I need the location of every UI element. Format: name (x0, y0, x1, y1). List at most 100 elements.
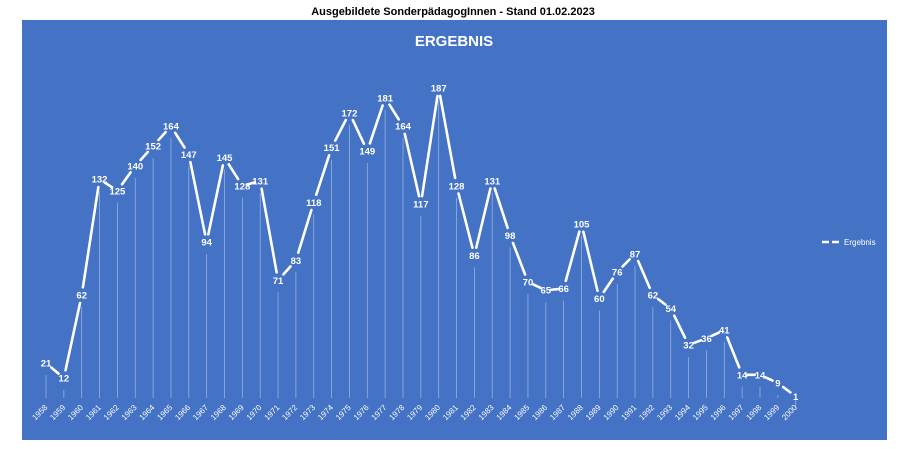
data-label: 86 (469, 251, 480, 262)
data-label: 66 (558, 284, 569, 295)
data-label: 181 (377, 93, 394, 104)
series-line-segment (368, 104, 384, 145)
series-line-segment (260, 187, 278, 274)
x-tick-label: 1990 (602, 403, 621, 422)
series-line-segment (314, 153, 331, 197)
series-line-segment (64, 301, 82, 372)
series-line-segment (207, 164, 225, 236)
data-label: 12 (59, 374, 70, 385)
series-line-segment (474, 187, 492, 249)
series-line-segment (621, 257, 631, 268)
series-line-segment (333, 118, 348, 142)
data-label: 65 (541, 286, 552, 297)
chart-title: ERGEBNIS (415, 33, 493, 50)
series-line-segment (282, 265, 292, 276)
x-tick-label: 1996 (709, 403, 728, 422)
data-label: 87 (630, 249, 641, 260)
series-line-segment (636, 259, 652, 290)
x-tick-label: 1973 (298, 403, 317, 422)
data-label: 151 (324, 143, 341, 154)
series-line-segment (120, 171, 132, 186)
x-tick-label: 1993 (655, 403, 674, 422)
x-tick-label: 1972 (280, 403, 299, 422)
series-line-segment (50, 366, 60, 375)
chart-area: ERGEBNIS 21 12 62 132 125 140 152 164 147 94 145 12… (22, 20, 887, 440)
data-label: 152 (145, 142, 161, 153)
x-tick-label: 1995 (691, 403, 710, 422)
data-label: 9 (775, 379, 780, 390)
series-line-segment (81, 185, 100, 289)
series-line-segment (692, 339, 703, 345)
x-tick-label: 1983 (477, 403, 496, 422)
data-label: 145 (217, 153, 234, 164)
data-label: 36 (701, 334, 712, 345)
x-tick-label: 1959 (48, 403, 67, 422)
series-line-segment (493, 187, 509, 230)
x-tick-label: 1966 (173, 403, 192, 422)
series-line-segment (532, 283, 542, 290)
x-tick-label: 1961 (84, 403, 103, 422)
data-label: 62 (648, 291, 659, 302)
x-tick-label: 1964 (138, 403, 157, 422)
series-line-segment (582, 230, 599, 293)
data-label: 14 (737, 370, 748, 381)
x-tick-label: 1991 (620, 403, 639, 422)
series-line-segment (725, 336, 741, 369)
series-line-segment (438, 94, 457, 180)
data-label: 70 (523, 277, 534, 288)
data-label: 94 (201, 238, 212, 249)
legend-label: Ergebnis (844, 238, 876, 247)
x-tick-label: 1975 (334, 403, 353, 422)
series-line-segment (157, 130, 167, 142)
x-tick-label: 1998 (744, 403, 763, 422)
series-line-segment (139, 150, 150, 162)
x-tick-label: 1968 (209, 403, 228, 422)
x-tick-label: 1980 (423, 403, 442, 422)
data-label: 128 (234, 181, 250, 192)
x-tick-label: 1988 (566, 403, 585, 422)
x-tick-label: 1992 (637, 403, 656, 422)
data-label: 132 (92, 175, 108, 186)
data-label: 60 (594, 294, 605, 305)
data-label: 125 (109, 186, 126, 197)
x-tick-label: 2000 (780, 403, 799, 422)
x-tick-label: 1974 (316, 403, 335, 422)
x-tick-label: 1997 (727, 403, 746, 422)
data-label: 41 (719, 326, 730, 337)
data-label: 164 (395, 122, 412, 133)
data-label: 32 (683, 340, 694, 351)
data-label: 76 (612, 268, 623, 279)
data-label: 131 (252, 176, 269, 187)
data-label: 1 (793, 392, 799, 403)
line-chart: ERGEBNIS 2112621321251401521641479414512… (30, 33, 876, 422)
data-label: 172 (342, 108, 358, 119)
x-tick-label: 1963 (120, 403, 139, 422)
x-tick-label: 1999 (762, 403, 781, 422)
x-tick-label: 1985 (512, 403, 531, 422)
series-line-segment (710, 331, 721, 338)
x-tick-label: 1971 (263, 403, 282, 422)
data-label: 147 (181, 150, 197, 161)
data-label: 128 (449, 181, 465, 192)
data-label: 21 (41, 359, 52, 370)
data-label: 62 (76, 291, 87, 302)
series-line-segment (403, 132, 421, 198)
x-tick-label: 1976 (352, 403, 371, 422)
x-tick-label: 1978 (387, 403, 406, 422)
series-line-segment (103, 181, 114, 189)
series-line-segment (672, 314, 687, 340)
data-label: 164 (163, 122, 180, 133)
data-label: 98 (505, 231, 516, 242)
data-label: 105 (574, 219, 591, 230)
x-tick-label: 1958 (30, 403, 49, 422)
series-line-segment (189, 160, 207, 236)
series-line-segment (764, 375, 774, 382)
data-label: 131 (484, 176, 501, 187)
series-line-segment (781, 385, 792, 394)
x-tick-label: 1969 (227, 403, 246, 422)
x-tick-label: 1962 (102, 403, 121, 422)
series-line-segment (388, 103, 401, 121)
page-title: Ausgebildete SonderpädagogInnen - Stand … (311, 6, 595, 18)
series-line-segment (296, 208, 313, 255)
x-tick-label: 1986 (530, 403, 549, 422)
